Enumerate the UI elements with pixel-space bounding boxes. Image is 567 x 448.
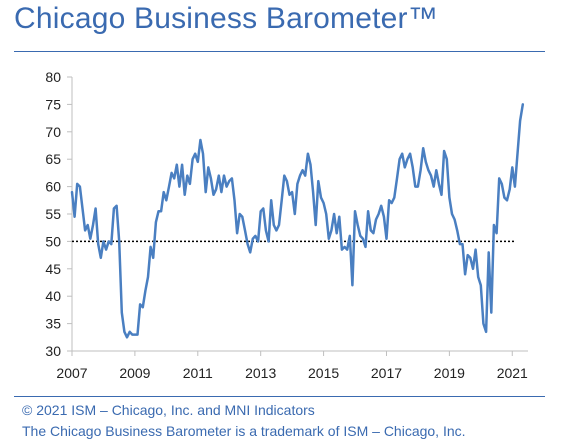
x-tick-label: 2009 <box>119 365 150 381</box>
footer-rule <box>14 396 545 397</box>
y-tick-label: 65 <box>45 151 61 167</box>
y-tick-label: 30 <box>45 343 61 359</box>
y-tick-label: 45 <box>45 261 61 277</box>
trademark-note: The Chicago Business Barometer is a trad… <box>22 423 466 439</box>
chart-area: 30 35 40 45 50 55 60 65 70 75 80 2007 2009 2011 2013 20… <box>45 69 528 381</box>
y-tick-label: 55 <box>45 206 61 222</box>
series-line-0 <box>70 103 525 339</box>
y-tick-label: 35 <box>45 316 61 332</box>
y-tick-label: 80 <box>45 69 61 85</box>
y-tick-label: 50 <box>45 233 61 249</box>
x-tick-label: 2007 <box>56 365 87 381</box>
x-tick-label: 2019 <box>434 365 465 381</box>
x-tick-label: 2015 <box>308 365 339 381</box>
y-tick-label: 40 <box>45 288 61 304</box>
x-tick-label: 2011 <box>183 365 213 381</box>
title-rule <box>14 51 545 52</box>
y-tick-label: 70 <box>45 124 61 140</box>
x-tick-label: 2021 <box>497 365 528 381</box>
copyright-note: © 2021 ISM – Chicago, Inc. and MNI Indic… <box>22 402 315 418</box>
x-tick-label: 2013 <box>245 365 276 381</box>
y-tick-label: 75 <box>45 96 61 112</box>
series-group <box>70 103 525 339</box>
chart-title: Chicago Business Barometer™ <box>14 2 438 35</box>
x-tick-label: 2017 <box>371 365 402 381</box>
chart-axes: 30 35 40 45 50 55 60 65 70 75 80 2007 2009 2011 2013 20… <box>45 69 528 381</box>
y-tick-label: 60 <box>45 179 61 195</box>
